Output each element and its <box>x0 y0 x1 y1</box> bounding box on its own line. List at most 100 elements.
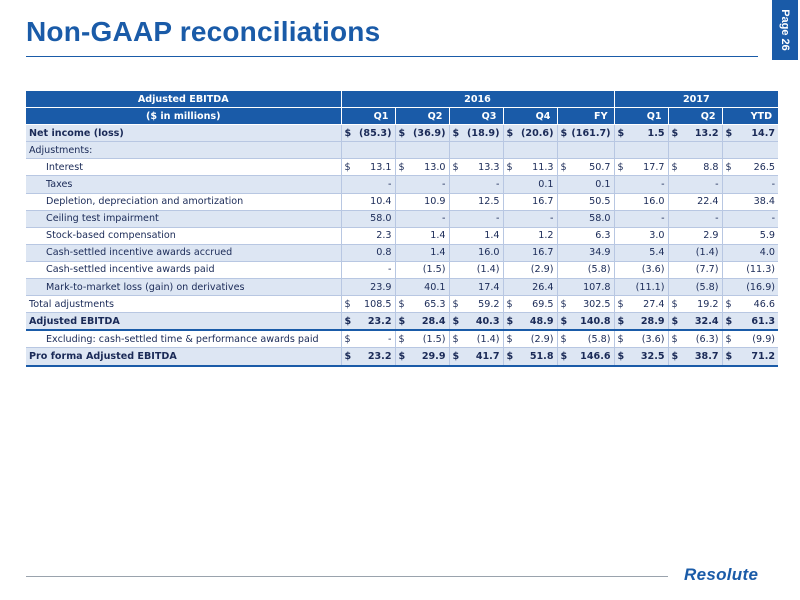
amount: - <box>442 213 446 225</box>
amount: 16.7 <box>532 196 554 208</box>
amount: (1.5) <box>422 264 446 276</box>
amount: 16.0 <box>478 247 500 259</box>
value-cell: 5.4 <box>613 244 669 262</box>
value-cell: $8.8 <box>667 158 723 177</box>
amount: (161.7) <box>571 127 611 139</box>
currency-symbol: $ <box>560 161 567 173</box>
table-row: Mark-to-market loss (gain) on derivative… <box>26 278 779 297</box>
amount: 16.7 <box>532 247 554 259</box>
amount: 108.5 <box>364 298 392 310</box>
value-cell: $1.5 <box>613 124 669 143</box>
amount: 29.9 <box>421 350 446 362</box>
value-cell: 26.4 <box>502 278 557 297</box>
row-label: Stock-based compensation <box>26 227 341 245</box>
value-cell: $ (5.8) <box>556 330 615 349</box>
currency-symbol: $ <box>617 315 625 327</box>
amount: 12.5 <box>478 196 500 208</box>
value-cell: - <box>667 175 723 194</box>
amount: 13.3 <box>478 161 500 173</box>
value-cell: $46.6 <box>721 295 779 314</box>
amount: 27.4 <box>643 298 665 310</box>
ebitda-reconciliation-table: Adjusted EBITDA 2016 2017 ($ in millions… <box>26 91 779 367</box>
value-cell: 4.0 <box>721 244 779 262</box>
value-cell: (1.5) <box>394 261 449 280</box>
amount: - <box>388 179 392 191</box>
value-cell: $19.2 <box>667 295 723 314</box>
amount: - <box>771 213 776 225</box>
amount: 38.7 <box>694 350 719 362</box>
amount: 16.0 <box>643 196 665 208</box>
value-cell: $ (85.3) <box>340 124 395 143</box>
amount: 32.5 <box>640 350 665 362</box>
value-cell: $108.5 <box>340 295 395 314</box>
resolute-logo: Resolute <box>684 565 759 584</box>
currency-symbol: $ <box>560 298 567 310</box>
amount: (3.6) <box>641 264 665 276</box>
value-cell: $69.5 <box>502 295 557 314</box>
value-cell: 38.4 <box>721 193 779 211</box>
row-label: Excluding: cash-settled time & performan… <box>26 330 341 349</box>
currency-symbol: $ <box>452 333 459 345</box>
value-cell: 40.1 <box>394 278 449 297</box>
amount: 28.9 <box>640 315 665 327</box>
currency-symbol: $ <box>452 315 460 327</box>
amount: (9.9) <box>752 333 776 345</box>
value-cell: 107.8 <box>556 278 615 297</box>
amount: 3.0 <box>649 230 665 242</box>
currency-symbol: $ <box>725 333 732 345</box>
currency-symbol: $ <box>560 350 568 362</box>
value-cell: $29.9 <box>394 347 449 367</box>
amount: - <box>661 213 665 225</box>
amount: 2.9 <box>703 230 719 242</box>
amount: 58.0 <box>589 213 611 225</box>
value-cell: $ (36.9) <box>394 124 449 143</box>
currency-symbol: $ <box>560 333 567 345</box>
value-cell <box>667 141 723 160</box>
amount: 32.4 <box>694 315 719 327</box>
amount: 1.2 <box>538 230 554 242</box>
currency-symbol: $ <box>452 127 460 139</box>
value-cell <box>721 141 779 160</box>
amount: 1.4 <box>430 247 446 259</box>
amount: (6.3) <box>695 333 719 345</box>
col-header-2017-ytd: YTD <box>721 107 779 126</box>
value-cell: $ (3.6) <box>613 330 669 349</box>
value-cell: $14.7 <box>721 124 779 143</box>
table-header-row-quarters: ($ in millions) Q1 Q2 Q3 Q4 FY Q1 Q2 YTD <box>26 107 779 126</box>
value-cell: $13.0 <box>394 158 449 177</box>
amount: 23.9 <box>370 281 392 293</box>
value-cell: 10.9 <box>394 193 449 211</box>
value-cell: 0.1 <box>556 175 615 194</box>
amount: - <box>388 333 392 345</box>
amount: 59.2 <box>478 298 500 310</box>
value-cell: $ (161.7) <box>556 124 615 143</box>
currency-symbol: $ <box>398 298 405 310</box>
value-cell: $140.8 <box>556 312 615 332</box>
currency-symbol: $ <box>617 333 624 345</box>
currency-symbol: $ <box>452 298 459 310</box>
currency-symbol: $ <box>398 350 406 362</box>
table-row: Total adjustments $108.5 $65.3 $59.2 $69.5 $3… <box>26 295 779 314</box>
value-cell: 16.7 <box>502 244 557 262</box>
currency-symbol: $ <box>617 298 624 310</box>
amount: - <box>496 179 500 191</box>
value-cell: (7.7) <box>667 261 723 280</box>
currency-symbol: $ <box>671 350 679 362</box>
table-header-row-years: Adjusted EBITDA 2016 2017 <box>26 91 779 109</box>
value-cell: $38.7 <box>667 347 723 367</box>
value-cell: $ (1.5) <box>394 330 449 349</box>
amount: 19.2 <box>697 298 719 310</box>
value-cell: 6.3 <box>556 227 615 245</box>
amount: 14.7 <box>751 127 776 139</box>
row-label: Cash-settled incentive awards accrued <box>26 244 341 262</box>
row-label: Cash-settled incentive awards paid <box>26 261 341 280</box>
amount: 13.2 <box>694 127 719 139</box>
footer-divider <box>26 576 668 577</box>
value-cell: $61.3 <box>721 312 779 332</box>
page-number-label: Page 26 <box>779 9 791 51</box>
value-cell: $48.9 <box>502 312 557 332</box>
value-cell: - <box>667 210 723 228</box>
row-label: Adjusted EBITDA <box>26 312 341 332</box>
currency-symbol: $ <box>506 161 513 173</box>
amount: (5.8) <box>695 281 719 293</box>
